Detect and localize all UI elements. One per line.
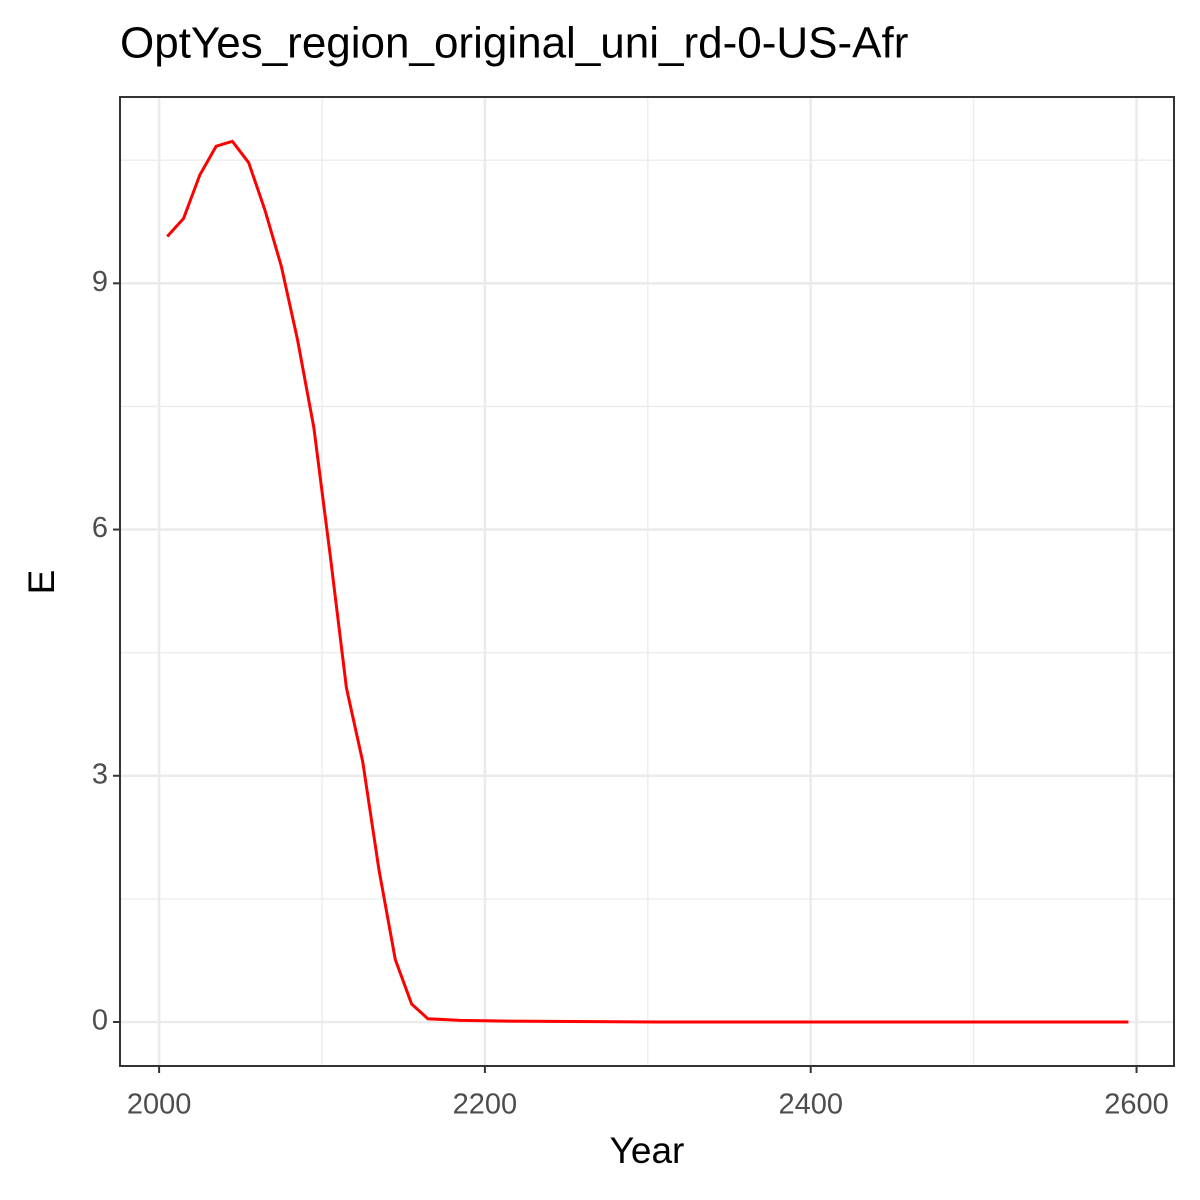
x-tick-label: 2400 xyxy=(778,1089,843,1121)
x-tick-label: 2200 xyxy=(453,1089,518,1121)
x-tick-label: 2600 xyxy=(1104,1089,1169,1121)
y-tick-label: 0 xyxy=(92,1005,108,1037)
chart-title: OptYes_region_original_uni_rd-0-US-Afr xyxy=(120,19,908,68)
y-tick-label: 3 xyxy=(92,758,108,790)
y-tick-label: 6 xyxy=(92,512,108,544)
y-axis-title: E xyxy=(21,570,62,595)
x-tick-label: 2000 xyxy=(127,1089,192,1121)
y-tick-label: 9 xyxy=(92,266,108,298)
line xyxy=(166,139,1129,1024)
panel-border xyxy=(119,96,1175,1067)
x-axis-title: Year xyxy=(610,1130,685,1171)
